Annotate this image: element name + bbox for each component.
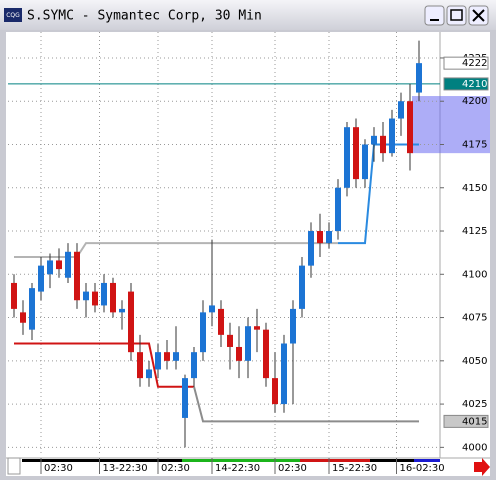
candle-body xyxy=(290,308,296,344)
y-tick-label: 4175 xyxy=(462,139,487,150)
window-buttons xyxy=(424,5,489,26)
candle-body xyxy=(173,352,179,361)
candle-body xyxy=(398,101,404,119)
price-box-label: 4222 xyxy=(462,58,487,69)
candle-body xyxy=(326,231,332,244)
candle-body xyxy=(119,308,125,313)
candle-body xyxy=(20,312,26,323)
y-tick-label: 4050 xyxy=(462,356,487,367)
candle-body xyxy=(317,231,323,244)
x-tick-label: 14-22:30 xyxy=(215,463,260,474)
candle-body xyxy=(83,291,89,301)
x-tick-label: 02:30 xyxy=(278,463,307,474)
candle-body xyxy=(29,288,35,330)
candle-body xyxy=(47,260,53,275)
candle-body xyxy=(38,265,44,292)
candle-body xyxy=(371,135,377,145)
x-tick-label: 16-02:30 xyxy=(400,463,445,474)
candle-body xyxy=(56,260,62,270)
y-tick-label: 4125 xyxy=(462,226,487,237)
candle-body xyxy=(11,282,17,309)
strip-seg xyxy=(300,459,370,462)
strip-seg xyxy=(414,459,440,462)
candle-body xyxy=(380,135,386,154)
candle-body xyxy=(254,326,260,330)
candle-body xyxy=(353,127,359,180)
candle-body xyxy=(245,326,251,361)
minimize-button[interactable] xyxy=(424,5,445,26)
candle-body xyxy=(164,352,170,361)
candle-body xyxy=(92,291,98,306)
maximize-icon xyxy=(450,9,463,21)
x-tick-label: 15-22:30 xyxy=(332,463,377,474)
scroll-box[interactable] xyxy=(7,457,21,475)
candle-body xyxy=(299,265,305,309)
candle-body xyxy=(155,352,161,370)
strip-seg xyxy=(22,459,182,462)
strip-seg xyxy=(370,459,414,462)
candle-body xyxy=(416,63,422,93)
price-box xyxy=(443,56,489,70)
maximize-button[interactable] xyxy=(446,5,467,26)
close-icon xyxy=(472,9,485,22)
candle-body xyxy=(218,308,224,335)
candle-body xyxy=(182,378,188,418)
price-box xyxy=(443,77,489,91)
candle-body xyxy=(389,118,395,154)
candle-body xyxy=(110,282,116,313)
y-tick-label: 4150 xyxy=(462,183,487,194)
candle-body xyxy=(65,251,71,278)
app-icon-text: CQG xyxy=(6,12,20,19)
x-tick-label: 02:30 xyxy=(161,463,190,474)
plot: 4000402540504075410041254150417542004225… xyxy=(8,32,490,474)
strip-seg xyxy=(182,459,300,462)
candle-body xyxy=(281,343,287,405)
x-tick-label: 02:30 xyxy=(44,463,73,474)
candle-body xyxy=(407,101,413,154)
indicator-line xyxy=(338,143,419,245)
candle-body xyxy=(263,329,269,379)
price-box xyxy=(443,414,489,428)
candle-body xyxy=(191,352,197,379)
price-box-label: 4015 xyxy=(462,416,487,427)
candle-body xyxy=(227,334,233,347)
window-title: S.SYMC - Symantec Corp, 30 Min xyxy=(27,9,262,24)
y-tick-label: 4200 xyxy=(462,96,487,107)
title-bar xyxy=(0,0,496,30)
candle-body xyxy=(308,231,314,266)
candle-body xyxy=(200,312,206,353)
candle-body xyxy=(272,378,278,405)
candle-body xyxy=(362,144,368,180)
candle-body xyxy=(101,282,107,306)
candle-body xyxy=(344,127,350,188)
candle-body xyxy=(209,305,215,313)
y-tick-label: 4075 xyxy=(462,313,487,324)
candle-body xyxy=(335,187,341,232)
price-box-label: 4210 xyxy=(462,79,487,90)
y-tick-label: 4000 xyxy=(462,442,487,453)
indicator-line xyxy=(193,386,419,423)
candle-body xyxy=(137,352,143,379)
candle-body xyxy=(236,346,242,361)
session-strip xyxy=(22,459,440,462)
y-tick-label: 4100 xyxy=(462,269,487,280)
indicator-line xyxy=(14,342,194,388)
x-tick-label: 13-22:30 xyxy=(103,463,148,474)
candle-body xyxy=(74,251,80,301)
app-icon xyxy=(4,8,22,22)
scroll-arrow[interactable] xyxy=(474,458,490,476)
candle-body xyxy=(128,291,134,353)
candle-body xyxy=(146,369,152,379)
y-tick-label: 4025 xyxy=(462,399,487,410)
highlight-zone xyxy=(412,96,490,154)
